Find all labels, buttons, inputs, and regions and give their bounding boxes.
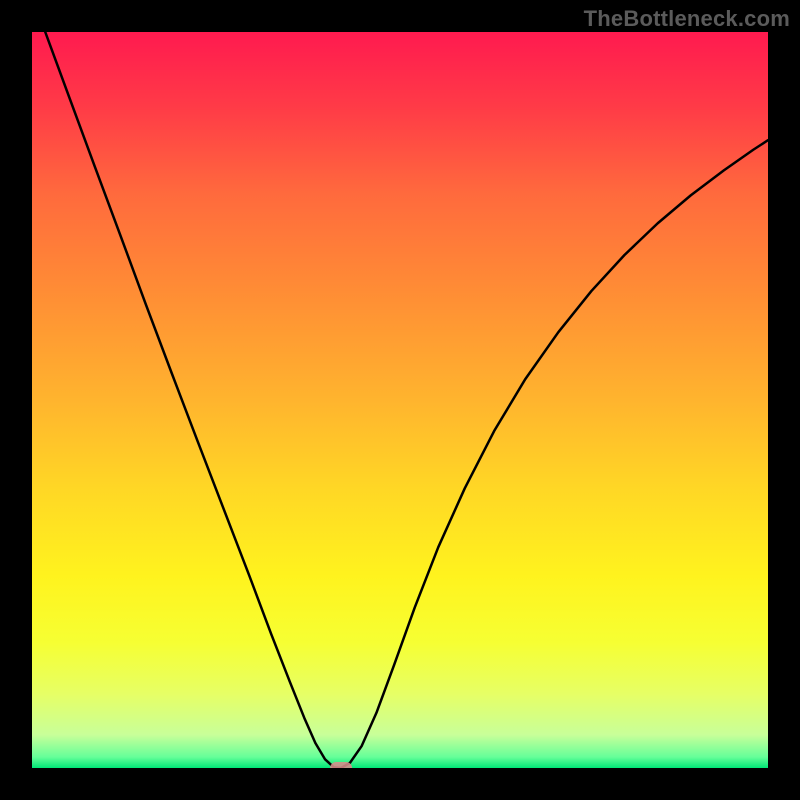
optimum-marker (330, 762, 352, 768)
chart-background (32, 32, 768, 768)
watermark-text: TheBottleneck.com (584, 6, 790, 32)
plot-area (32, 32, 768, 768)
chart-svg (32, 32, 768, 768)
chart-container: TheBottleneck.com (0, 0, 800, 800)
